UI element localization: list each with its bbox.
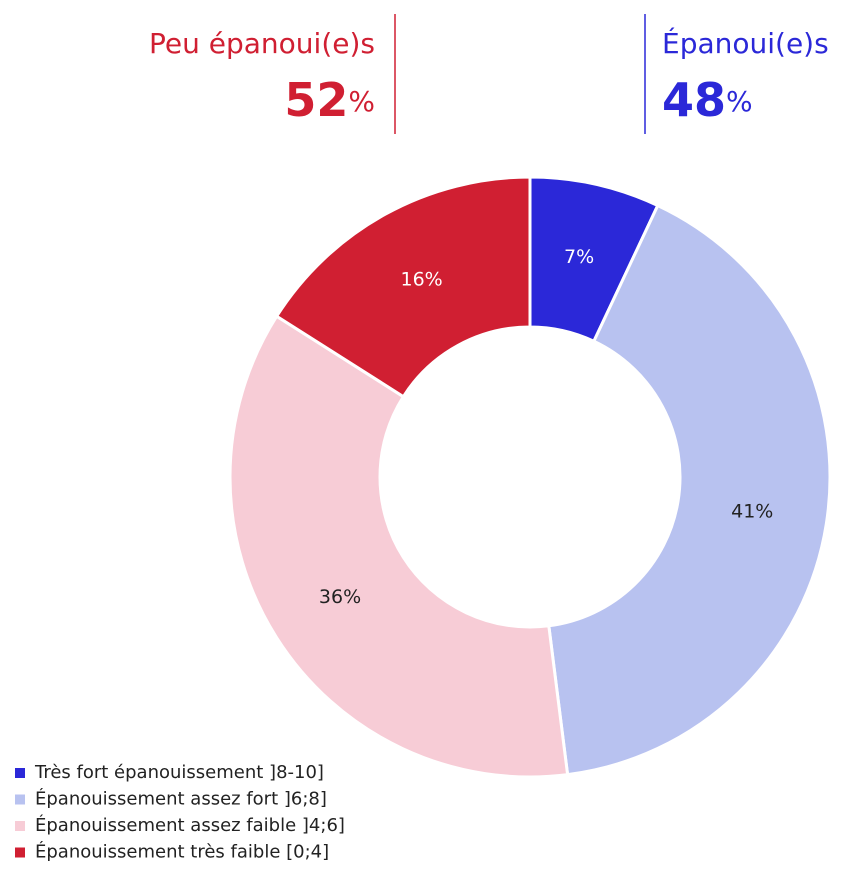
group-value-number: 48 xyxy=(662,73,726,127)
group-label: Épanoui(e)s xyxy=(662,26,829,60)
donut-slice xyxy=(228,314,570,779)
legend-label: Très fort épanouissement ]8-10] xyxy=(34,762,324,783)
donut-slice xyxy=(274,175,532,399)
slice-label: 41% xyxy=(731,501,773,523)
legend-swatch xyxy=(15,768,25,778)
group-value: 52% xyxy=(284,73,375,127)
group-value-unit: % xyxy=(726,85,753,118)
group-value-unit: % xyxy=(348,85,375,118)
legend-label: Épanouissement assez fort ]6;8] xyxy=(35,788,327,810)
legend-swatch xyxy=(15,847,25,858)
donut-slice xyxy=(547,203,832,777)
group-value-number: 52 xyxy=(284,73,348,127)
legend-label: Épanouissement très faible [0;4] xyxy=(35,841,329,863)
slice-label: 16% xyxy=(400,268,442,290)
legend-label: Épanouissement assez faible ]4;6] xyxy=(35,814,345,836)
slice-label: 36% xyxy=(319,586,361,608)
group-label: Peu épanoui(e)s xyxy=(149,27,375,60)
slice-label: 7% xyxy=(564,246,594,268)
legend-swatch xyxy=(15,794,25,805)
group-value: 48% xyxy=(662,73,753,127)
legend-swatch xyxy=(15,821,25,831)
